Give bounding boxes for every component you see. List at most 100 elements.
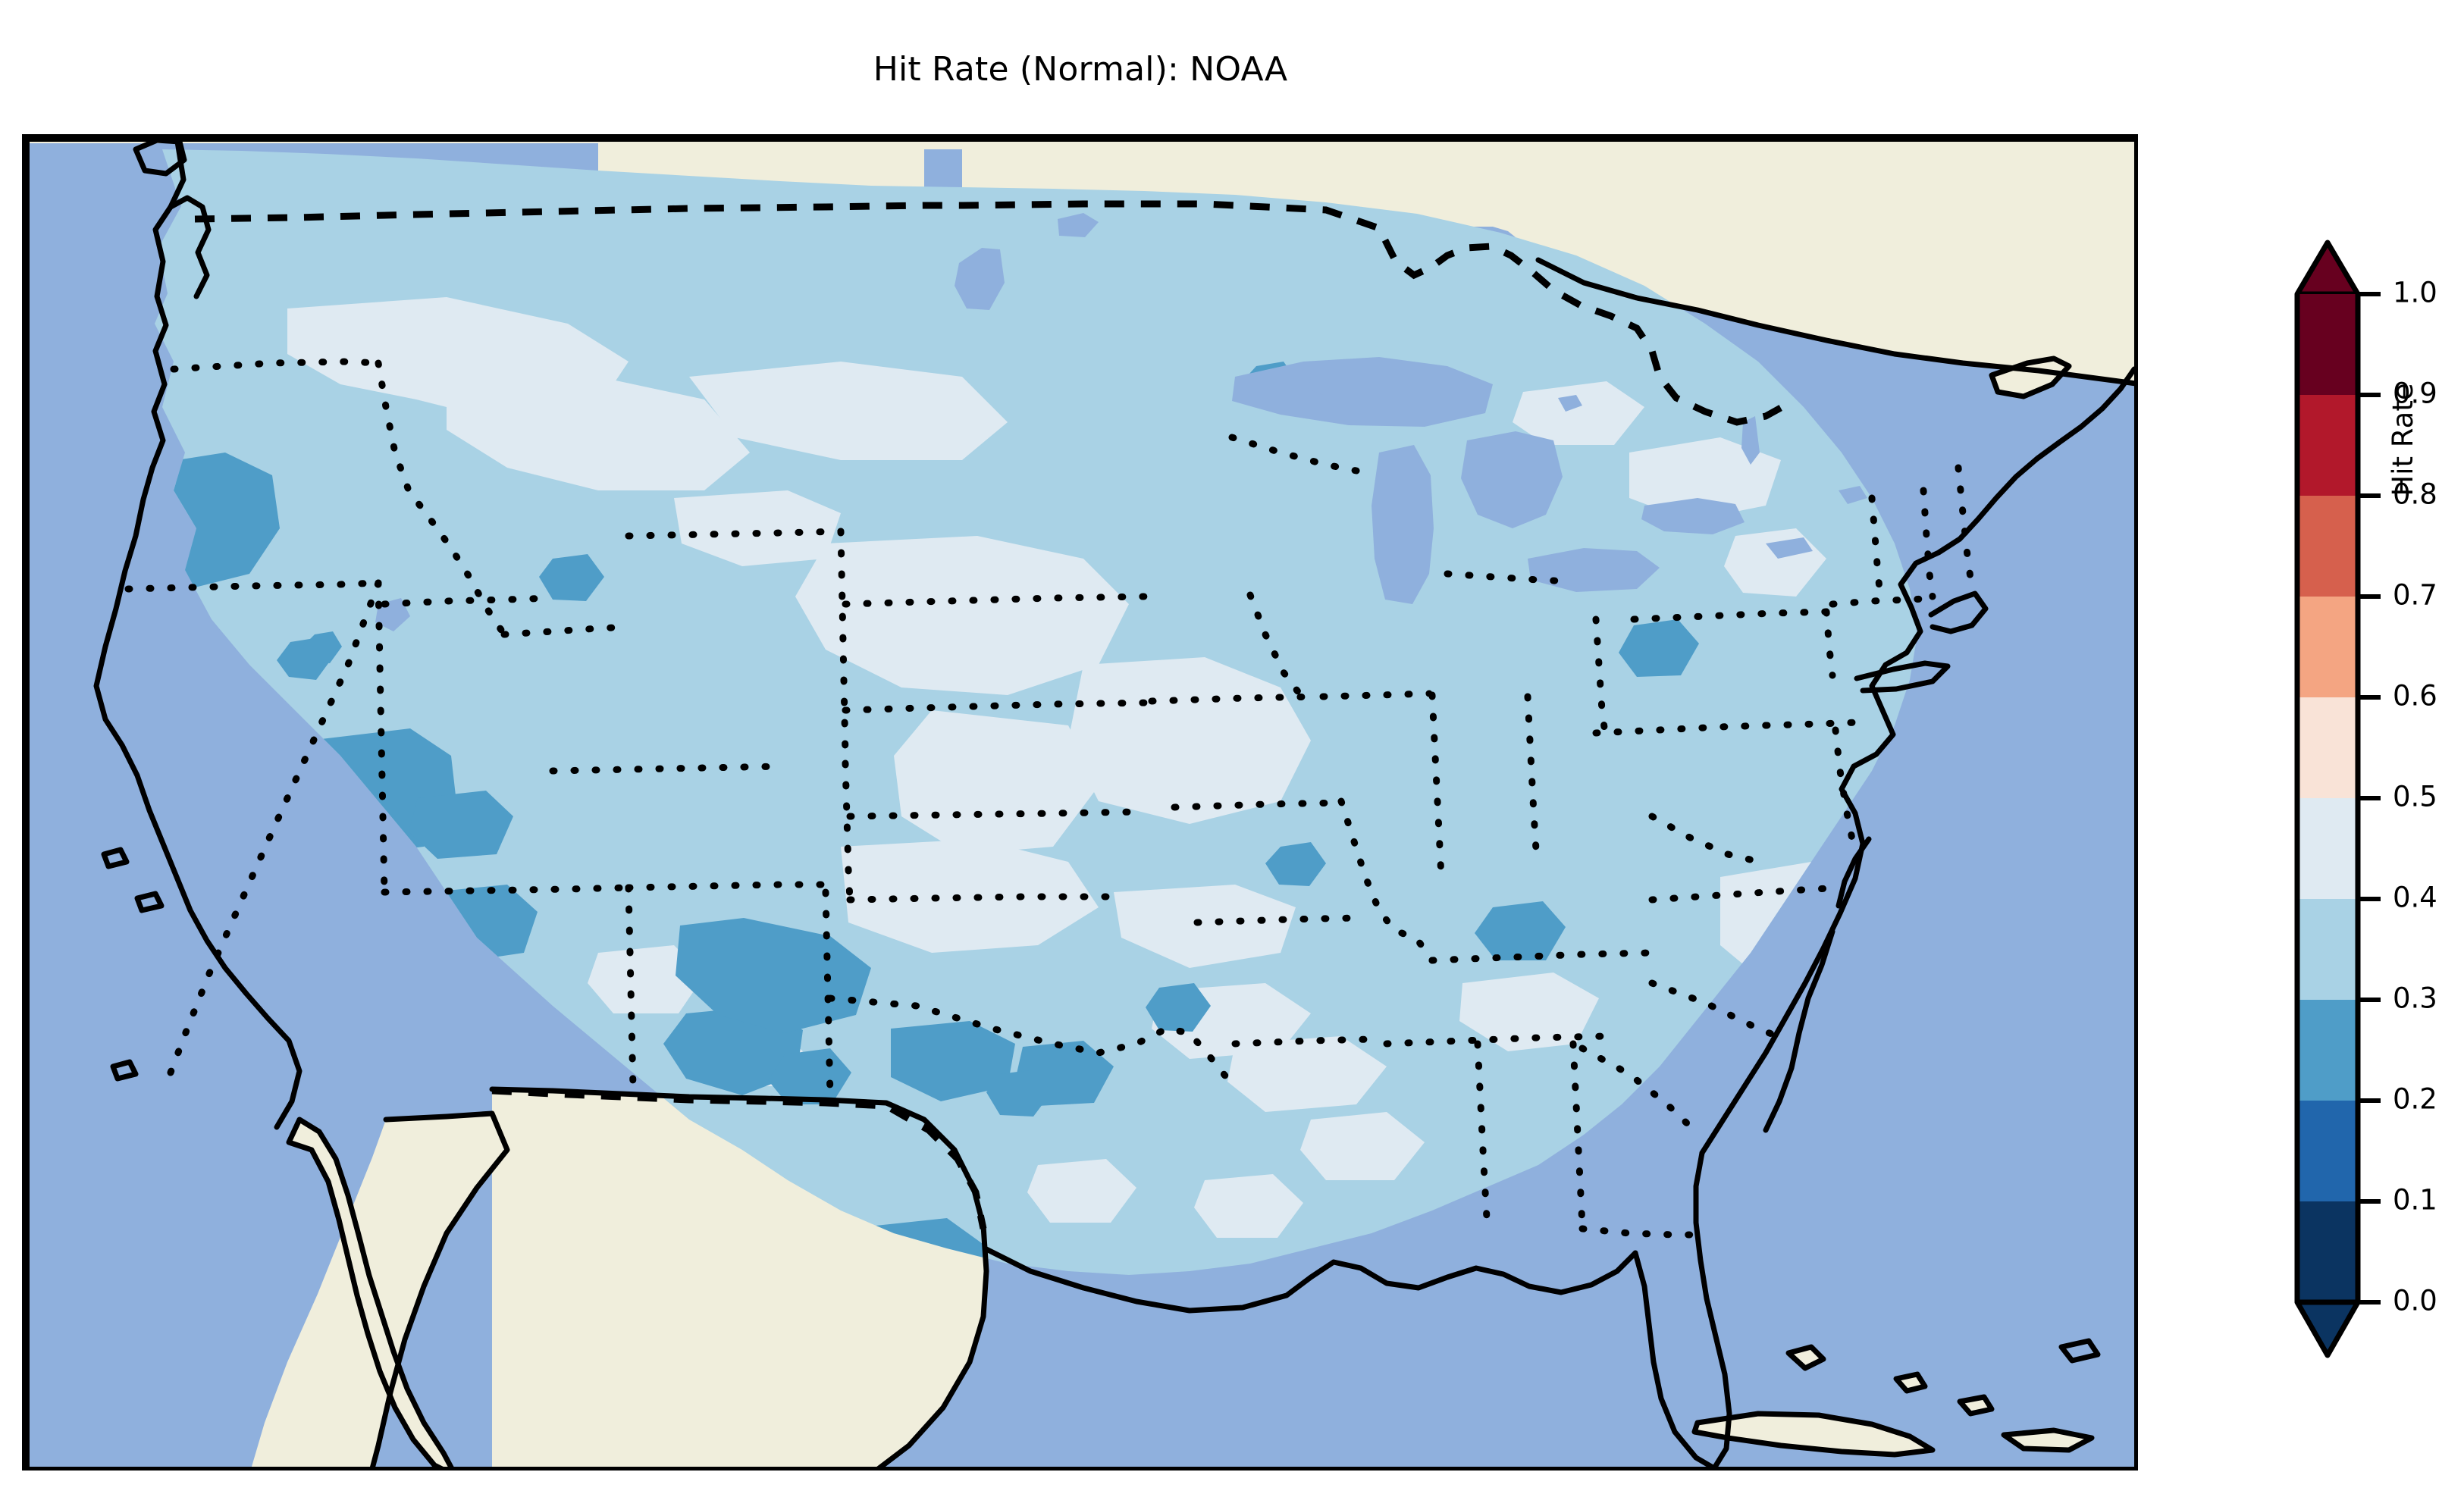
hit-rate-raster [155, 149, 1917, 1275]
us-mexico-border [491, 1087, 987, 1229]
colorbar-tick-label: 0.5 [2393, 781, 2437, 813]
island-outline-b [1957, 1394, 1995, 1417]
state-border-nj-pa [1832, 726, 1856, 843]
state-border-az-nm [625, 884, 637, 1092]
state-border-ar-la [1231, 1035, 1375, 1048]
texas-gulf-coast [982, 1245, 1638, 1314]
state-border-or-ca [124, 579, 382, 593]
state-border-ok-tx [826, 994, 1231, 1082]
coastline-layer [93, 138, 2134, 1467]
colorbar-band-040-050 [2297, 798, 2358, 899]
state-border-wv-pa [1592, 722, 1770, 737]
lake-ontario [1641, 498, 1745, 534]
colorbar-tick-label: 0.9 [2393, 377, 2437, 410]
island-outline-a [1893, 1371, 1928, 1394]
delaware-bay [1835, 836, 1872, 909]
lake-michigan [1372, 445, 1434, 604]
state-border-wy-sd [837, 528, 849, 760]
lake-of-woods [1058, 213, 1099, 237]
mexico-land-west [251, 1113, 507, 1467]
cuba-land [1694, 1414, 1933, 1455]
state-border-oh-pa [1592, 615, 1609, 737]
state-border-ms-al [1474, 1040, 1491, 1222]
chesapeake-bay [1763, 929, 1835, 1133]
mexico-west-coastline [370, 1110, 510, 1467]
colorbar-bands [2297, 294, 2358, 1302]
colorbar-extend-top [2294, 240, 2361, 297]
colorbar-svg: 1.0 0.9 0.8 0.7 0.6 0.5 0.4 0.3 0.2 0.1 … [2294, 240, 2437, 1358]
state-border-il-in [1428, 691, 1445, 881]
baja-california [289, 1120, 451, 1467]
state-border-wa-or [170, 358, 382, 373]
bahamas-coastline [1785, 1344, 1826, 1371]
canada-atlantic-coastline [1535, 257, 2134, 387]
colorbar-tick-label: 0.6 [2393, 680, 2437, 713]
hitrate-cells-020-030 [155, 362, 1699, 1275]
state-border-id-wy [500, 623, 632, 638]
channel-islands-a [101, 847, 130, 869]
lake-champlain [1741, 416, 1760, 465]
state-border-nh-vt [1920, 487, 1936, 600]
florida-coastline [1632, 1150, 1732, 1467]
baja-coastline [286, 1117, 454, 1467]
state-border-in-oh [1524, 693, 1541, 866]
colorbar-band-030-040 [2297, 899, 2358, 1000]
small-lake-d [1766, 537, 1813, 559]
colorbar-band-010-020 [2297, 1101, 2358, 1201]
state-border-co-nm [625, 881, 829, 891]
state-border-me-nh [1955, 464, 1976, 593]
state-border-nd-sd [842, 593, 1148, 608]
nova-scotia [1992, 359, 2069, 396]
state-border-layer [124, 358, 1976, 1239]
colorbar-tick-label: 0.2 [2393, 1083, 2437, 1116]
long-island [1854, 660, 1951, 694]
colorbar-tick-label: 0.3 [2393, 982, 2437, 1015]
lake-superior [1232, 357, 1493, 427]
state-border-mn-wi [1246, 591, 1307, 703]
state-border-mi-oh [1444, 570, 1572, 585]
map-content [26, 138, 2134, 1467]
pacific-coastline [93, 139, 303, 1130]
state-border-ut-az [381, 884, 632, 896]
colorbar-band-000-010 [2297, 1201, 2358, 1302]
state-border-ma-ct [1829, 594, 1941, 608]
state-border-al-ga [1569, 1040, 1586, 1229]
state-border-ut-wy [381, 594, 556, 608]
map-svg [26, 138, 2134, 1467]
colorbar-band-090-100 [2297, 294, 2358, 395]
state-border-va-wv [1648, 813, 1770, 867]
colorbar-tick-label: 0.0 [2393, 1285, 2437, 1317]
colorbar-tick-labels: 1.0 0.9 0.8 0.7 0.6 0.5 0.4 0.3 0.2 0.1 … [2393, 277, 2437, 1317]
lake-erie [1528, 548, 1660, 592]
canada-east-land [1538, 138, 2134, 384]
colorbar-band-080-090 [2297, 395, 2358, 496]
small-lake-b [1839, 486, 1867, 504]
state-border-wi-il [1319, 690, 1433, 700]
title-line-1: Hit Rate (Normal): NOAA [873, 50, 1288, 89]
cuba-coastline [1691, 1411, 1936, 1458]
state-border-sd-ne [842, 699, 1155, 714]
colorbar-tick-label: 0.4 [2393, 882, 2437, 914]
small-lake-a [1558, 395, 1582, 412]
us-canada-border [194, 200, 1795, 426]
lake-nipigon [1308, 372, 1337, 395]
colorbar-tick-label: 1.0 [2393, 277, 2437, 309]
state-border-ks-ok [846, 893, 1118, 904]
channel-islands-b [134, 891, 165, 913]
lake-huron [1461, 431, 1563, 528]
puget-sound [168, 195, 212, 299]
hispaniola-coastline [2001, 1427, 2095, 1453]
colorbar[interactable]: 1.0 0.9 0.8 0.7 0.6 0.5 0.4 0.3 0.2 0.1 … [2265, 227, 2462, 1380]
channel-islands-c [110, 1059, 139, 1082]
national-border-layer [194, 200, 1795, 1229]
state-border-ga-sc [1578, 1045, 1704, 1140]
state-border-mi-up [1228, 434, 1375, 478]
state-border-il-mo [1337, 797, 1436, 964]
lake-winnipeg [955, 248, 1005, 310]
state-border-ny-vt [1868, 494, 1885, 606]
colorbar-tick-label: 0.1 [2393, 1184, 2437, 1217]
state-border-ga-fl [1578, 1225, 1706, 1239]
state-border-nm-tx [822, 888, 834, 1101]
state-border-pa-ny [1630, 608, 1830, 623]
